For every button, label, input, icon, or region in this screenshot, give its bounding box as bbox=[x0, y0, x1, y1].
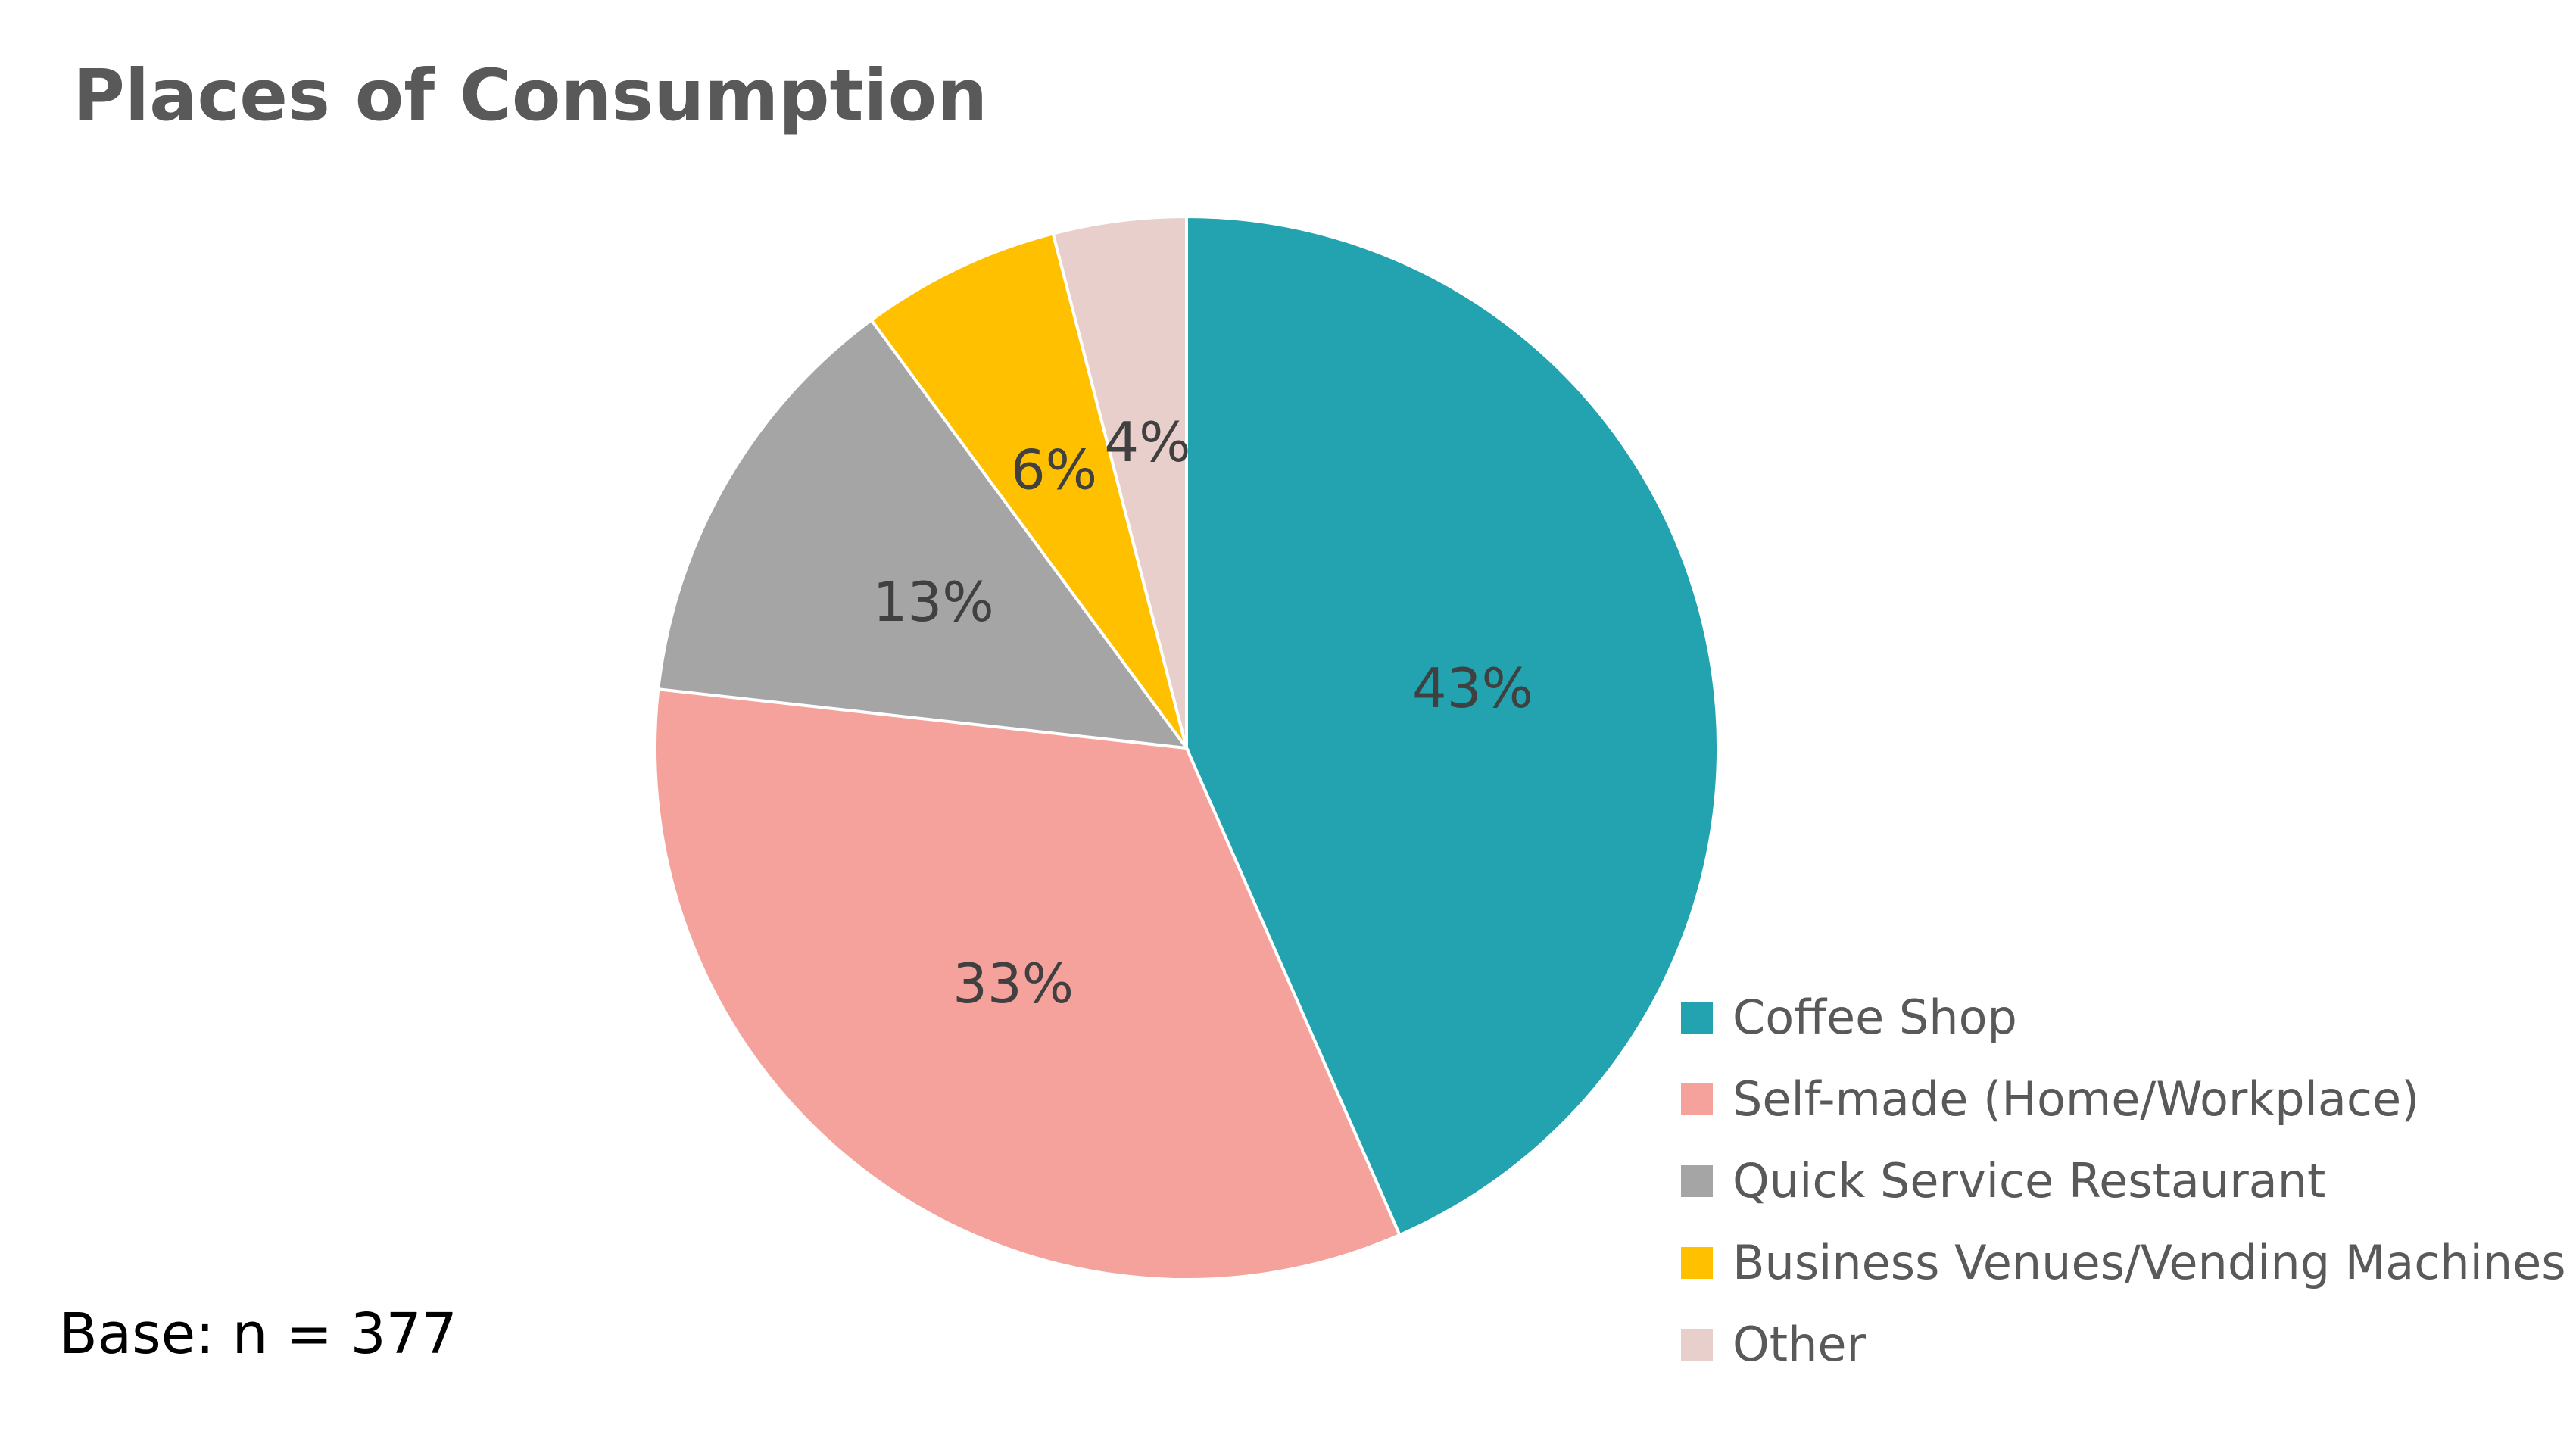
legend-label: Coffee Shop bbox=[1732, 990, 2017, 1045]
data-label-coffee-shop: 43% bbox=[1412, 656, 1533, 720]
legend-item-other: Other bbox=[1681, 1304, 2566, 1386]
legend-label: Business Venues/Vending Machines bbox=[1732, 1235, 2566, 1290]
data-label-business-venues-vending-machines: 6% bbox=[1011, 438, 1097, 501]
legend-swatch bbox=[1681, 1247, 1713, 1279]
data-label-quick-service-restaurant: 13% bbox=[873, 570, 994, 634]
legend-swatch bbox=[1681, 1329, 1713, 1361]
legend-swatch bbox=[1681, 1083, 1713, 1115]
pie-slice-business-venues-vending-machines bbox=[869, 232, 1188, 750]
data-label-self-made-home-workplace: 33% bbox=[953, 952, 1074, 1015]
legend-item-coffee-shop: Coffee Shop bbox=[1681, 977, 2566, 1058]
pie-slice-quick-service-restaurant bbox=[656, 317, 1190, 750]
sample-size-note: Base: n = 377 bbox=[59, 1302, 457, 1367]
legend-item-quick-service-restaurant: Quick Service Restaurant bbox=[1681, 1140, 2566, 1222]
chart-legend: Coffee Shop Self-made (Home/Workplace) Qui… bbox=[1681, 977, 2566, 1386]
pie-slice-coffee-shop bbox=[1185, 214, 1720, 1237]
legend-label: Quick Service Restaurant bbox=[1732, 1153, 2326, 1208]
pie-data-labels: 43% 33% 13% 6% 4% bbox=[873, 410, 1533, 1015]
pie-slice-other bbox=[1051, 214, 1188, 749]
legend-swatch bbox=[1681, 1165, 1713, 1197]
legend-swatch bbox=[1681, 1002, 1713, 1034]
data-label-other: 4% bbox=[1104, 410, 1190, 474]
chart-title: Places of Consumption bbox=[73, 55, 988, 137]
legend-label: Self-made (Home/Workplace) bbox=[1732, 1071, 2420, 1127]
legend-label: Other bbox=[1732, 1317, 1867, 1372]
legend-item-self-made-home-workplace: Self-made (Home/Workplace) bbox=[1681, 1058, 2566, 1140]
pie-slice-self-made-home-workplace bbox=[653, 687, 1402, 1281]
legend-item-business-venues-vending-machines: Business Venues/Vending Machines bbox=[1681, 1222, 2566, 1304]
pie-slices bbox=[653, 214, 1720, 1281]
